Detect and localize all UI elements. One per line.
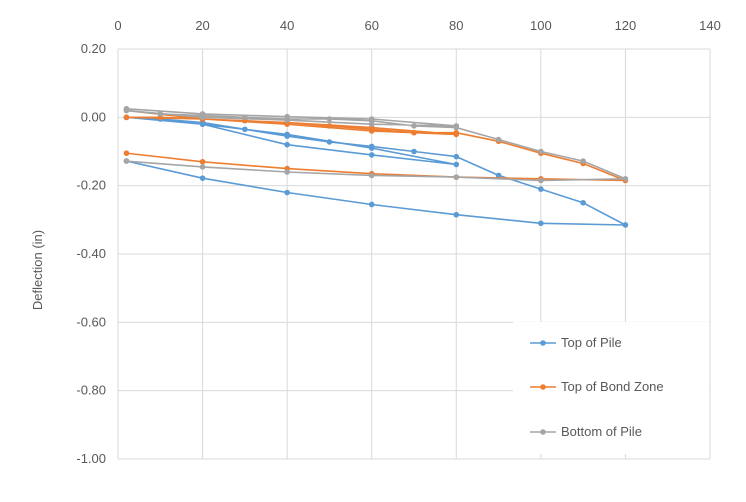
data-point: [453, 153, 460, 160]
data-point: [284, 141, 290, 148]
y-tick-label: 0.20: [81, 41, 106, 56]
data-point: [495, 136, 502, 143]
x-tick-label: 100: [530, 18, 552, 33]
data-point: [242, 126, 248, 133]
data-point: [580, 199, 586, 206]
legend-marker: [540, 429, 546, 435]
data-point: [199, 112, 206, 119]
data-point: [453, 124, 460, 131]
data-point: [453, 161, 460, 168]
legend-label: Top of Pile: [561, 335, 622, 350]
axes: 0.20 0.00 -0.20 -0.40 -0.60 -0.80 -1.00 0 20 40 60…: [30, 18, 721, 466]
data-point: [453, 129, 460, 136]
legend-item: Bottom of Pile: [530, 424, 642, 439]
data-point: [123, 150, 130, 157]
data-point: [538, 186, 544, 192]
data-point: [411, 123, 417, 129]
data-point: [453, 211, 460, 218]
series-line: [125, 116, 627, 226]
data-point: [453, 174, 460, 180]
data-point: [199, 175, 206, 181]
x-tick-label: 140: [699, 18, 721, 33]
legend-label: Top of Bond Zone: [561, 379, 664, 394]
data-point: [326, 123, 333, 129]
data-point: [495, 172, 502, 179]
data-point: [368, 117, 375, 124]
legend-marker: [540, 340, 546, 346]
y-tick-label: -0.40: [76, 246, 106, 261]
data-point: [411, 129, 417, 136]
data-point: [411, 148, 417, 155]
x-tick-label: 0: [114, 18, 121, 33]
y-tick-label: -0.20: [76, 178, 106, 193]
x-tick-label: 120: [615, 18, 637, 33]
data-point: [284, 169, 290, 175]
data-point: [368, 143, 375, 150]
data-point: [538, 220, 544, 227]
data-point: [580, 158, 586, 164]
series-bottom-of-pile: [123, 105, 629, 184]
legend: Top of Pile Top of Bond Zone Bottom of Pil…: [513, 322, 709, 454]
data-point: [123, 158, 130, 164]
data-point: [284, 189, 290, 196]
data-point: [368, 201, 375, 208]
data-point: [538, 148, 544, 155]
data-point: [622, 222, 629, 228]
legend-label: Bottom of Pile: [561, 424, 642, 439]
legend-marker: [540, 384, 546, 390]
data-point: [157, 111, 164, 117]
data-point: [326, 139, 333, 145]
data-point: [284, 133, 290, 139]
y-tick-label: -0.60: [76, 314, 106, 329]
x-tick-label: 20: [195, 18, 209, 33]
data-point: [242, 114, 248, 121]
y-tick-label: 0.00: [81, 109, 106, 124]
y-axis-title: Deflection (in): [30, 230, 45, 310]
legend-item: Top of Pile: [530, 335, 622, 350]
data-point: [538, 177, 544, 184]
data-point: [368, 172, 375, 179]
x-tick-label: 60: [364, 18, 378, 33]
legend-item: Top of Bond Zone: [530, 379, 664, 394]
y-tick-label: -1.00: [76, 451, 106, 466]
data-point: [123, 107, 130, 114]
x-tick-label: 40: [280, 18, 294, 33]
x-tick-label: 80: [449, 18, 463, 33]
data-point: [199, 164, 206, 170]
data-point: [368, 126, 375, 133]
data-point: [368, 152, 375, 158]
y-tick-label: -0.80: [76, 383, 106, 398]
data-point: [622, 176, 629, 182]
data-point: [284, 116, 290, 122]
data-point: [199, 158, 206, 165]
data-point: [123, 114, 130, 121]
series-top-of-pile: [123, 114, 629, 228]
series-lines: [123, 105, 629, 228]
data-point: [326, 116, 333, 122]
